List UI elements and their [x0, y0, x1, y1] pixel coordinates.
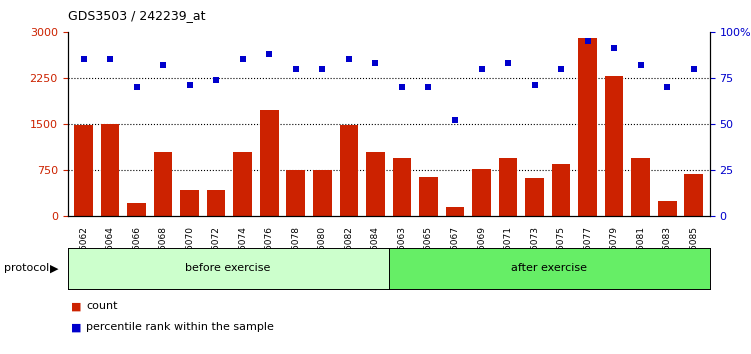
Point: [529, 82, 541, 88]
Bar: [525, 178, 544, 216]
Point: [343, 57, 355, 62]
Bar: [313, 170, 332, 216]
Point: [608, 46, 620, 51]
Bar: [499, 158, 517, 216]
Point: [661, 84, 673, 90]
Bar: [260, 110, 279, 216]
Bar: [286, 170, 305, 216]
Bar: [552, 164, 571, 216]
Bar: [684, 174, 703, 216]
Text: protocol: protocol: [4, 263, 49, 273]
Point: [184, 82, 196, 88]
Point: [475, 66, 487, 72]
Point: [77, 57, 89, 62]
Bar: [207, 189, 225, 216]
Bar: [339, 125, 358, 216]
Point: [369, 60, 382, 66]
Point: [688, 66, 700, 72]
Point: [396, 84, 408, 90]
Point: [290, 66, 302, 72]
Bar: [419, 177, 438, 216]
Text: ■: ■: [71, 301, 82, 311]
Text: GDS3503 / 242239_at: GDS3503 / 242239_at: [68, 9, 205, 22]
Point: [635, 62, 647, 68]
Point: [422, 84, 434, 90]
Bar: [366, 152, 385, 216]
Text: ■: ■: [71, 322, 82, 332]
Text: ▶: ▶: [50, 263, 59, 273]
Bar: [632, 158, 650, 216]
Bar: [445, 207, 464, 216]
Bar: [101, 124, 119, 216]
Point: [104, 57, 116, 62]
Bar: [180, 189, 199, 216]
Point: [210, 77, 222, 82]
Point: [157, 62, 169, 68]
Text: after exercise: after exercise: [511, 263, 587, 273]
Bar: [234, 152, 252, 216]
Point: [449, 118, 461, 123]
Point: [502, 60, 514, 66]
Bar: [605, 76, 623, 216]
Text: percentile rank within the sample: percentile rank within the sample: [86, 322, 274, 332]
Bar: [127, 203, 146, 216]
Point: [316, 66, 328, 72]
Bar: [74, 125, 93, 216]
Bar: [393, 158, 412, 216]
Point: [131, 84, 143, 90]
Point: [264, 51, 276, 57]
Point: [555, 66, 567, 72]
Text: before exercise: before exercise: [185, 263, 271, 273]
Bar: [578, 38, 597, 216]
Bar: [154, 152, 173, 216]
Text: count: count: [86, 301, 118, 311]
Bar: [472, 169, 491, 216]
Point: [581, 38, 593, 44]
Point: [237, 57, 249, 62]
Bar: [658, 201, 677, 216]
